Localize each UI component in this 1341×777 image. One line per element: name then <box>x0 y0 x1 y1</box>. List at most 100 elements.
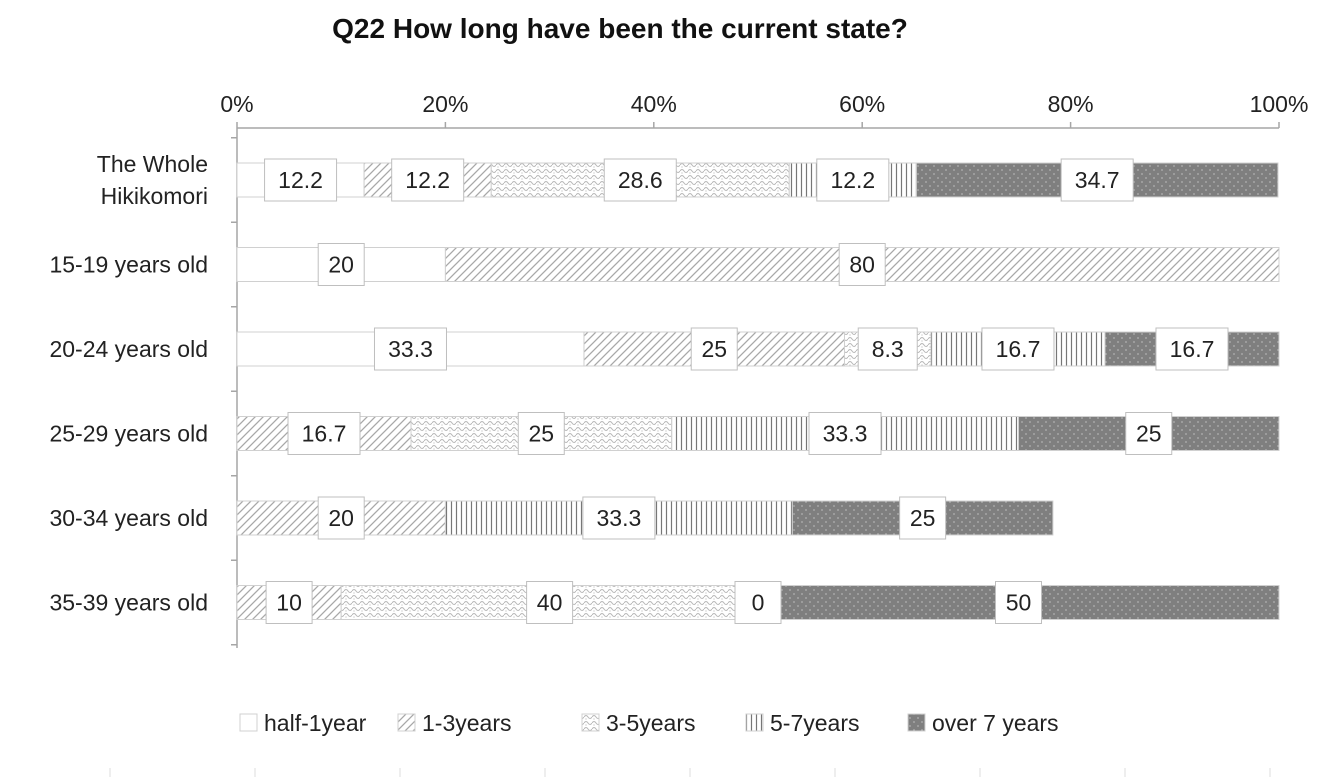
data-labels: 12.2 12.2 28.6 12.2 34.7 20 80 33.3 25 8.3 16.7 16.… <box>264 158 1229 624</box>
data-label-value: 25 <box>528 421 554 447</box>
data-label-box <box>317 496 365 540</box>
legend-swatch <box>745 713 764 732</box>
data-label-value: 25 <box>910 505 936 531</box>
data-label-box <box>373 327 447 371</box>
data-label-value: 33.3 <box>597 505 642 531</box>
data-label: 20 <box>317 496 365 540</box>
legend-item: 3-5years <box>581 710 695 736</box>
data-label-value: 16.7 <box>996 336 1041 362</box>
data-label: 28.6 <box>603 158 677 202</box>
data-label-value: 12.2 <box>405 167 450 193</box>
data-label: 50 <box>995 581 1042 624</box>
legend-label: 5-7years <box>770 710 859 736</box>
data-label: 16.7 <box>1155 327 1229 371</box>
data-label: 25 <box>517 412 565 455</box>
bar-row <box>236 416 1280 451</box>
data-label-value: 25 <box>1136 421 1162 447</box>
category-label: 25-29 years old <box>49 421 208 447</box>
data-label-box <box>1060 158 1134 202</box>
data-label-box <box>265 581 313 624</box>
data-label: 34.7 <box>1060 158 1134 202</box>
data-label: 40 <box>526 581 574 624</box>
legend-label: 1-3years <box>422 710 511 736</box>
data-label: 0 <box>734 581 782 624</box>
data-label-value: 12.2 <box>830 167 875 193</box>
legend-swatch <box>239 713 258 732</box>
data-label: 25 <box>1125 412 1173 455</box>
data-label-value: 33.3 <box>823 421 868 447</box>
x-tick-label: 80% <box>1048 91 1094 117</box>
legend-label: 3-5years <box>606 710 695 736</box>
data-label-box <box>391 158 465 202</box>
data-label-box <box>526 581 574 624</box>
data-label: 8.3 <box>857 327 918 371</box>
data-label: 25 <box>690 327 738 371</box>
data-label-box <box>838 243 886 286</box>
data-label-box <box>857 327 918 371</box>
data-label-value: 33.3 <box>388 336 433 362</box>
legend-label: half-1year <box>264 710 367 736</box>
x-tick-label: 0% <box>220 91 253 117</box>
x-tick-label: 100% <box>1250 91 1309 117</box>
data-label-value: 80 <box>849 252 875 278</box>
legend-swatch <box>581 713 600 732</box>
category-label: The Whole <box>97 151 208 177</box>
data-label: 12.2 <box>391 158 465 202</box>
legend-swatch <box>907 713 926 732</box>
data-label-box <box>317 243 365 286</box>
data-label-value: 12.2 <box>278 167 323 193</box>
x-axis: 0% 20% 40% 60% 80% 100% <box>220 91 1308 648</box>
legend-swatch <box>397 713 416 732</box>
data-label-value: 40 <box>537 590 563 616</box>
data-label: 10 <box>265 581 313 624</box>
x-tick-label: 60% <box>839 91 885 117</box>
data-label-value: 25 <box>701 336 727 362</box>
legend: half-1year 1-3years 3-5years 5-7years over 7… <box>109 710 1271 777</box>
category-label: 30-34 years old <box>49 505 208 531</box>
legend-item: over 7 years <box>907 710 1059 736</box>
category-label: 20-24 years old <box>49 336 208 362</box>
data-label-box <box>1125 412 1173 455</box>
data-label-value: 0 <box>752 590 765 616</box>
data-label-box <box>264 158 338 202</box>
data-label: 80 <box>838 243 886 286</box>
data-label-box <box>603 158 677 202</box>
data-label-box <box>582 496 656 540</box>
data-label: 25 <box>899 496 947 540</box>
data-label: 12.2 <box>816 158 890 202</box>
data-label: 20 <box>317 243 365 286</box>
data-label: 16.7 <box>287 412 361 455</box>
category-labels: The Whole Hikikomori 15-19 years old 20-24 … <box>49 151 208 616</box>
legend-item: half-1year <box>239 710 367 736</box>
x-tick-label: 40% <box>631 91 677 117</box>
data-label-value: 8.3 <box>872 336 904 362</box>
data-label: 33.3 <box>373 327 447 371</box>
data-label-box <box>734 581 782 624</box>
data-label-value: 16.7 <box>1170 336 1215 362</box>
data-label-value: 28.6 <box>618 167 663 193</box>
data-label-box <box>816 158 890 202</box>
category-label: 15-19 years old <box>49 252 208 278</box>
data-label-box <box>981 327 1055 371</box>
data-label-box <box>995 581 1042 624</box>
data-label: 16.7 <box>981 327 1055 371</box>
category-label: Hikikomori <box>101 183 208 209</box>
category-label: 35-39 years old <box>49 590 208 616</box>
data-label-value: 16.7 <box>302 421 347 447</box>
data-label-value: 20 <box>328 252 354 278</box>
data-label: 12.2 <box>264 158 338 202</box>
data-label-box <box>690 327 738 371</box>
data-label-box <box>808 412 882 455</box>
data-label-box <box>1155 327 1229 371</box>
data-label-value: 34.7 <box>1075 167 1120 193</box>
data-label: 33.3 <box>808 412 882 455</box>
x-tick-label: 20% <box>422 91 468 117</box>
legend-label: over 7 years <box>932 710 1059 736</box>
data-label-box <box>287 412 361 455</box>
data-label: 33.3 <box>582 496 656 540</box>
data-label-value: 20 <box>328 505 354 531</box>
data-label-value: 50 <box>1006 590 1032 616</box>
data-label-value: 10 <box>276 590 302 616</box>
data-label-box <box>517 412 565 455</box>
